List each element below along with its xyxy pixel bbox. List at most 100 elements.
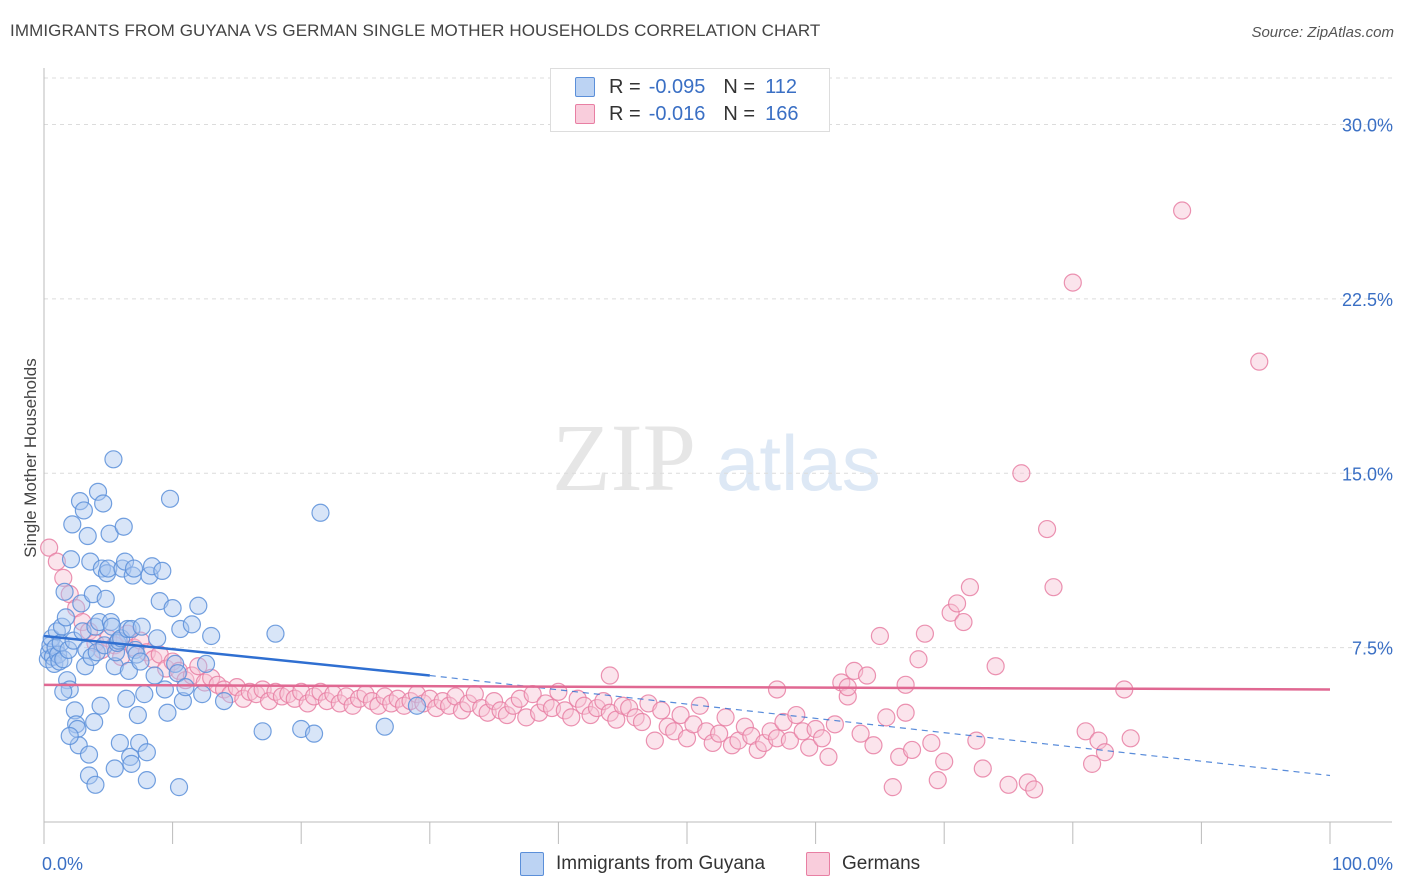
point-germans xyxy=(690,696,709,715)
legend-row-guyana: R = -0.095 N = 112 xyxy=(575,73,797,101)
legend-n-label: N = xyxy=(723,75,756,98)
point-germans xyxy=(562,708,581,727)
point-guyana xyxy=(68,719,87,739)
point-guyana xyxy=(105,759,124,778)
point-germans xyxy=(973,759,992,778)
point-germans xyxy=(1025,780,1044,799)
source-label: Source: ZipAtlas.com xyxy=(1251,24,1394,41)
legend-label-germans: Germans xyxy=(842,853,921,874)
point-germans xyxy=(298,694,317,713)
legend-label-guyana: Immigrants from Guyana xyxy=(556,853,766,874)
point-germans xyxy=(1018,773,1037,792)
point-germans xyxy=(748,740,767,760)
point-germans xyxy=(703,733,722,753)
watermark-zip: ZIP xyxy=(552,404,696,511)
point-guyana xyxy=(168,664,187,683)
point-guyana xyxy=(148,629,167,648)
point-guyana xyxy=(176,678,195,697)
point-guyana xyxy=(137,771,156,790)
point-guyana xyxy=(94,494,113,513)
legend-swatch-germans xyxy=(575,104,595,124)
legend-r-value: -0.095 xyxy=(648,75,706,98)
point-guyana xyxy=(153,561,172,581)
point-germans xyxy=(645,731,664,750)
legend-row-germans: R = -0.016 N = 166 xyxy=(575,100,798,128)
point-germans xyxy=(1063,273,1082,292)
point-guyana xyxy=(55,582,74,601)
point-germans xyxy=(857,666,877,685)
point-guyana xyxy=(182,615,201,634)
point-guyana xyxy=(169,778,189,797)
x-tick-label: 100.0% xyxy=(1332,854,1393,874)
point-germans xyxy=(883,778,902,797)
point-guyana xyxy=(304,724,324,743)
point-guyana xyxy=(253,722,272,741)
point-guyana xyxy=(130,733,149,753)
point-germans xyxy=(710,724,729,743)
point-germans xyxy=(632,712,652,732)
y-tick-label: 15.0% xyxy=(1342,464,1393,484)
point-germans xyxy=(819,747,838,767)
tick-labels: 7.5% 15.0% 22.5% 30.0% 0.0% 100.0% xyxy=(42,116,1393,875)
point-guyana xyxy=(121,747,140,767)
point-guyana xyxy=(407,696,427,715)
point-guyana xyxy=(52,617,72,636)
point-germans xyxy=(947,594,967,613)
point-germans xyxy=(1037,519,1057,539)
legend-n-value: 112 xyxy=(765,75,797,98)
trend-guyana xyxy=(43,634,430,677)
point-guyana xyxy=(132,617,151,636)
point-guyana xyxy=(137,743,156,762)
point-guyana xyxy=(74,501,93,520)
point-guyana xyxy=(63,515,82,534)
point-germans xyxy=(1173,201,1192,220)
point-germans xyxy=(600,666,619,685)
point-germans xyxy=(999,775,1018,794)
point-germans xyxy=(780,731,799,750)
point-germans xyxy=(902,740,922,760)
trend-germans xyxy=(43,683,1331,691)
legend-r-label: R = xyxy=(609,75,641,98)
point-guyana xyxy=(60,726,79,746)
point-guyana xyxy=(193,685,212,704)
point-germans xyxy=(1089,731,1108,750)
point-guyana xyxy=(124,559,144,578)
point-guyana xyxy=(155,680,174,699)
point-guyana xyxy=(173,691,192,711)
y-tick-label: 7.5% xyxy=(1352,639,1393,659)
point-germans xyxy=(497,705,517,725)
point-germans xyxy=(343,696,362,715)
y-tick-label: 30.0% xyxy=(1342,116,1393,136)
legend-swatch-guyana xyxy=(575,77,595,97)
point-germans xyxy=(877,708,896,727)
legend-r-label: R = xyxy=(609,102,641,125)
point-guyana xyxy=(311,503,330,522)
point-germans xyxy=(922,733,941,753)
point-guyana xyxy=(158,703,177,722)
point-guyana xyxy=(115,552,135,571)
legend-swatch-germans xyxy=(806,852,830,876)
series-legend-germans: Germans xyxy=(806,852,920,876)
point-germans xyxy=(163,652,182,671)
point-guyana xyxy=(78,526,97,546)
point-germans xyxy=(960,578,980,597)
point-guyana xyxy=(105,657,124,676)
data-points xyxy=(38,201,1269,799)
point-guyana xyxy=(128,705,147,725)
point-germans xyxy=(1250,352,1269,371)
point-germans xyxy=(967,731,986,750)
point-guyana xyxy=(163,598,182,618)
point-germans xyxy=(864,736,883,755)
point-guyana xyxy=(142,557,162,576)
point-germans xyxy=(896,675,915,694)
watermark-atlas: atlas xyxy=(716,419,881,507)
point-germans xyxy=(1121,729,1140,748)
point-guyana xyxy=(189,596,208,615)
point-guyana xyxy=(81,552,100,571)
point-germans xyxy=(915,624,935,643)
point-guyana xyxy=(99,559,118,578)
point-guyana xyxy=(122,754,141,773)
legend-n-label: N = xyxy=(723,102,756,125)
point-guyana xyxy=(171,619,190,639)
